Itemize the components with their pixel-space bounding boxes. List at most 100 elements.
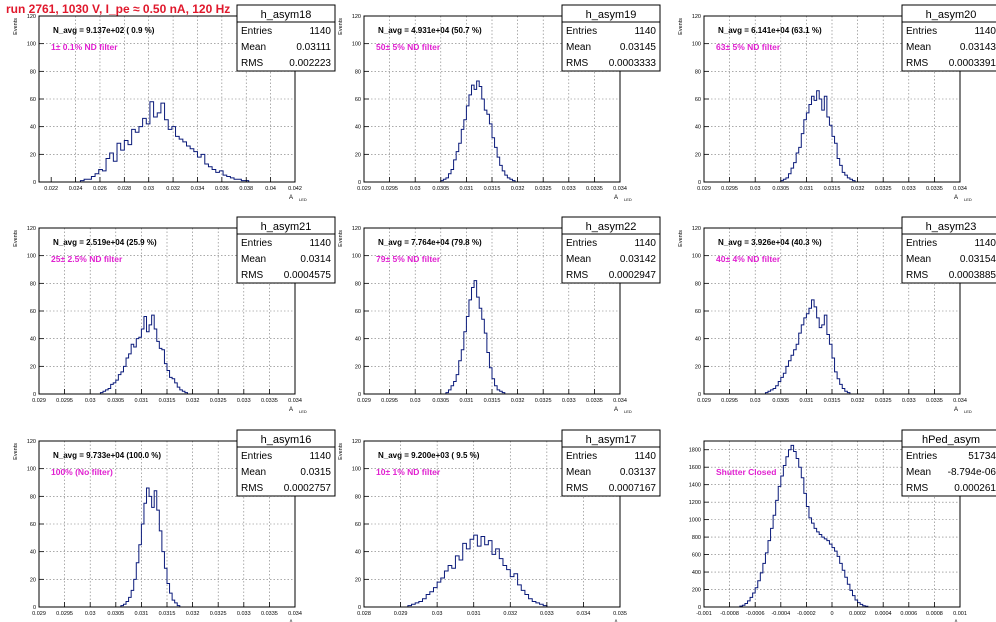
y-tick-label: 40 [355, 125, 361, 131]
x-tick-label: 0.035 [613, 611, 627, 617]
stats-box-frame [236, 429, 336, 497]
x-tick-label: 0.0305 [107, 398, 124, 404]
y-tick-label: 120 [27, 226, 36, 232]
x-axis-title: A [954, 195, 958, 201]
stats-key-rms: RMS [241, 270, 264, 281]
x-axis-title: A [614, 620, 618, 622]
y-tick-label: 120 [27, 14, 36, 20]
stats-value-mean: 0.03111 [296, 42, 331, 53]
y-tick-label: 0 [698, 392, 701, 398]
x-tick-label: 0.0295 [381, 186, 398, 192]
x-tick-label: 0.0305 [432, 186, 449, 192]
stats-value-mean: 0.03143 [960, 42, 996, 53]
stats-box-title: h_asym16 [261, 434, 312, 446]
x-tick-label: 0.0305 [772, 186, 789, 192]
stats-box-title: h_asym20 [926, 9, 977, 21]
x-tick-label: 0.032 [851, 186, 865, 192]
y-axis-title: Events [13, 443, 19, 460]
y-tick-label: 1400 [689, 483, 701, 489]
x-tick-label: 0.032 [503, 611, 517, 617]
y-tick-label: 40 [355, 337, 361, 343]
x-tick-label: 0 [830, 611, 833, 617]
x-axis-subscript: LED [624, 197, 632, 202]
y-axis-title: Events [13, 18, 19, 35]
y-tick-label: 60 [30, 309, 36, 315]
stats-value-rms: 0.0003885 [949, 270, 996, 281]
x-tick-label: 0.0325 [875, 398, 892, 404]
y-tick-label: 60 [695, 97, 701, 103]
stats-box-frame [561, 429, 661, 497]
stats-key-rms: RMS [566, 58, 589, 69]
histogram-line [99, 314, 188, 394]
y-tick-label: 20 [30, 577, 36, 583]
x-tick-label: 0.0325 [210, 611, 227, 617]
y-tick-label: 800 [692, 535, 701, 541]
x-tick-label: 0.0295 [721, 186, 738, 192]
x-tick-label: 0.038 [239, 186, 253, 192]
x-tick-label: 0.0008 [926, 611, 943, 617]
stats-value-mean: 0.03145 [620, 42, 657, 53]
stats-value-entries: 1140 [634, 26, 656, 37]
x-tick-label: 0.03 [410, 186, 421, 192]
y-tick-label: 0 [358, 392, 361, 398]
y-tick-label: 600 [692, 553, 701, 559]
stats-box-title: h_asym22 [586, 221, 637, 233]
x-tick-label: 0.033 [237, 611, 251, 617]
histogram-line [739, 444, 869, 607]
y-tick-label: 120 [352, 439, 361, 445]
x-tick-label: 0.034 [288, 398, 302, 404]
x-tick-label: 0.0335 [926, 186, 943, 192]
y-tick-label: 100 [692, 42, 701, 48]
x-tick-label: 0.033 [902, 398, 916, 404]
x-tick-label: 0.0335 [261, 611, 278, 617]
stats-value-mean: 0.0314 [300, 254, 331, 265]
x-tick-label: 0.033 [237, 398, 251, 404]
x-axis-subscript: LED [299, 197, 307, 202]
x-tick-label: 0.03 [85, 611, 96, 617]
y-tick-label: 120 [692, 14, 701, 20]
x-tick-label: 0.03 [750, 398, 761, 404]
x-tick-label: 0.031 [467, 611, 481, 617]
x-axis-subscript: LED [964, 197, 972, 202]
stats-key-entries: Entries [566, 26, 597, 37]
y-axis-title: Events [13, 230, 19, 247]
stats-key-rms: RMS [906, 483, 929, 494]
stats-value-entries: 51734 [968, 451, 996, 462]
x-tick-label: 0.031 [800, 186, 814, 192]
x-tick-label: 0.0006 [900, 611, 917, 617]
y-tick-label: 40 [30, 550, 36, 556]
y-tick-label: 80 [30, 494, 36, 500]
x-tick-label: 0.0335 [926, 398, 943, 404]
y-tick-label: 20 [695, 364, 701, 370]
navg-label: N_avg = 2.519e+04 (25.9 %) [53, 238, 157, 247]
x-tick-label: 0.001 [953, 611, 967, 617]
x-tick-label: 0.0325 [875, 186, 892, 192]
x-tick-label: 0.029 [32, 398, 46, 404]
stats-key-mean: Mean [241, 254, 266, 265]
y-tick-label: 0 [33, 392, 36, 398]
x-tick-label: 0.03 [432, 611, 443, 617]
stats-key-mean: Mean [566, 467, 591, 478]
y-axis-title: Events [678, 18, 684, 35]
x-tick-label: 0.0315 [824, 186, 841, 192]
x-tick-label: 0.031 [460, 186, 474, 192]
x-axis-title: A [954, 407, 958, 413]
x-tick-label: 0.034 [613, 186, 627, 192]
histogram-line [445, 280, 506, 394]
stats-value-entries: 1140 [974, 26, 996, 37]
histogram-line [120, 487, 181, 607]
x-tick-label: 0.03 [410, 398, 421, 404]
stats-key-entries: Entries [241, 238, 272, 249]
navg-label: N_avg = 6.141e+04 (63.1 %) [718, 26, 822, 35]
x-tick-label: 0.036 [215, 186, 229, 192]
y-tick-label: 20 [355, 152, 361, 158]
run-title: run 2761, 1030 V, I_pe ≈ 0.50 nA, 120 Hz [6, 2, 231, 16]
stats-value-rms: 0.002223 [289, 58, 331, 69]
x-tick-label: 0.0335 [261, 398, 278, 404]
histogram-line [780, 90, 856, 182]
y-tick-label: 1200 [689, 500, 701, 506]
x-tick-label: 0.0295 [56, 611, 73, 617]
y-tick-label: 20 [30, 152, 36, 158]
y-tick-label: 100 [27, 467, 36, 473]
stats-key-rms: RMS [241, 483, 264, 494]
